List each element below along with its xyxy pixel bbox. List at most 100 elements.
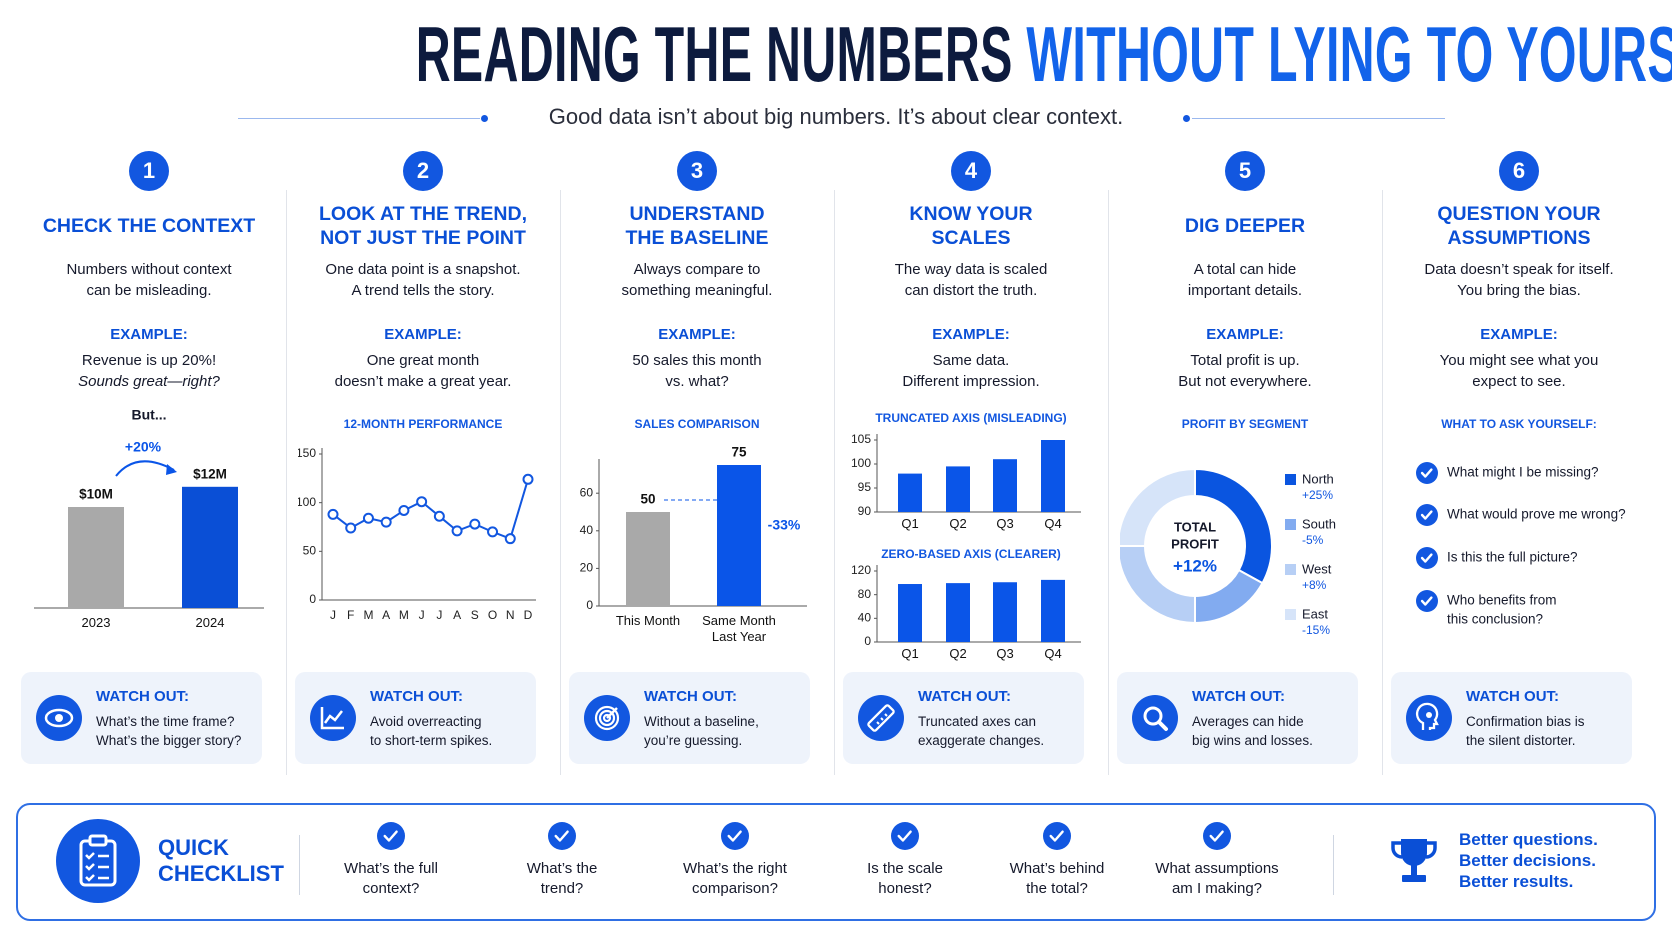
watch-icon xyxy=(1132,695,1178,741)
check-mark xyxy=(1420,468,1433,478)
example-line: 50 sales this month xyxy=(632,352,762,369)
chart: SALES COMPARISON 0 20 40 60 50 This Month 75 Sam… xyxy=(580,417,807,644)
question: Is this the full picture? xyxy=(1447,550,1578,565)
column: 6 QUESTION YOUR ASSUMPTIONS Data doesn’t sp… xyxy=(1382,150,1656,770)
value-label: 50 xyxy=(640,492,655,507)
value-label: $10M xyxy=(79,487,113,502)
example-label: EXAMPLE: xyxy=(932,326,1010,343)
chart-title: 12-MONTH PERFORMANCE xyxy=(344,417,503,431)
checklist-item: What’s behind xyxy=(1009,860,1105,877)
divider xyxy=(299,835,300,895)
checklist-item: What assumptions xyxy=(1155,860,1279,877)
trend-line xyxy=(332,479,529,541)
check-mark xyxy=(1420,596,1433,606)
closing-line: Better results. xyxy=(1459,872,1574,891)
chart-title: WHAT TO ASK YOURSELF: xyxy=(1441,417,1597,431)
example: You might see what you expect to see. xyxy=(1382,350,1656,392)
example-line: doesn’t make a great year. xyxy=(334,373,512,390)
chart-area: PROFIT BY SEGMENT North +25% South -5% West +8… xyxy=(1116,394,1370,662)
point xyxy=(398,504,410,516)
x-tick-label: 2024 xyxy=(195,615,225,630)
legend-label: West xyxy=(1302,561,1332,576)
point xyxy=(522,473,534,485)
point xyxy=(416,496,428,508)
y-tick-label: 50 xyxy=(303,544,317,558)
decoration-dot xyxy=(481,115,488,122)
bar xyxy=(993,582,1017,642)
checklist-item: am I making? xyxy=(1171,880,1263,897)
checklist-item: What’s the right xyxy=(683,860,787,877)
point xyxy=(345,522,357,534)
x-tick-label: Q1 xyxy=(901,516,919,531)
y-tick-label: 90 xyxy=(858,504,872,518)
x-label-box: Q1 xyxy=(901,646,919,661)
subtitle: Good data isn’t about big numbers. It’s … xyxy=(548,104,1124,129)
watch-out-label: WATCH OUT: xyxy=(918,688,1012,705)
value-label: 75 xyxy=(731,445,747,460)
checklist-item: Is the scale xyxy=(867,860,943,877)
icon xyxy=(320,707,344,730)
description-line: One data point is a snapshot. xyxy=(325,261,521,278)
watch-out-text: the silent distorter. xyxy=(1466,733,1576,748)
icon-part xyxy=(1426,712,1432,718)
step-number: 6 xyxy=(1499,151,1539,191)
x-label-box: Q2 xyxy=(949,646,966,661)
chart-title: ZERO-BASED AXIS (CLEARER) xyxy=(881,547,1061,561)
icon-part xyxy=(606,707,618,719)
title-part: WITHOUT LYING TO YOURSELF xyxy=(1026,10,1672,98)
icon-circle xyxy=(1132,695,1178,741)
watch-out-box: WATCH OUT: What’s the time frame? What’s t… xyxy=(21,672,262,764)
watch-icon xyxy=(1406,695,1452,741)
example-line: One great month xyxy=(366,352,480,369)
watch-out-text: Without a baseline, xyxy=(644,714,759,729)
column: 3 UNDERSTAND THE BASELINE Always compare to… xyxy=(560,150,834,770)
x-label-box: 2024 xyxy=(195,615,225,630)
y-tick-label: 100 xyxy=(298,495,316,509)
arrow-head xyxy=(166,464,177,475)
watch-icon xyxy=(858,695,904,741)
x-tick-label: Q4 xyxy=(1044,646,1062,661)
example-label: EXAMPLE: xyxy=(110,326,188,343)
heading-line: KNOW YOUR xyxy=(909,203,1033,225)
question: this conclusion? xyxy=(1447,612,1543,627)
example-label: EXAMPLE: xyxy=(384,326,462,343)
watch-out-text: you’re guessing. xyxy=(644,733,743,748)
bar xyxy=(717,465,761,606)
value-label: $12M xyxy=(193,466,227,481)
step-number: 5 xyxy=(1225,151,1265,191)
x-tick-label: 2023 xyxy=(81,615,111,630)
column-heading: DIG DEEPER xyxy=(1108,200,1382,252)
step-number: 3 xyxy=(677,151,717,191)
icon-part xyxy=(320,707,344,730)
annotation-arrow xyxy=(115,460,175,477)
legend-change: -5% xyxy=(1302,533,1324,547)
legend-label: East xyxy=(1302,606,1328,621)
bar xyxy=(68,507,124,608)
bar xyxy=(1041,440,1065,512)
center-label: TOTAL xyxy=(1174,519,1216,534)
column-heading: CHECK THE CONTEXT xyxy=(12,200,286,252)
point xyxy=(469,518,481,530)
watch-out-box: WATCH OUT: Avoid overreacting to short-ter… xyxy=(295,672,536,764)
donut-segment xyxy=(1116,467,1196,547)
column-heading: LOOK AT THE TREND, NOT JUST THE POINT xyxy=(286,200,560,252)
description-line: something meaningful. xyxy=(621,282,773,299)
watch-out-text: exaggerate changes. xyxy=(918,733,1045,748)
bar xyxy=(993,459,1017,512)
description-line: can distort the truth. xyxy=(904,282,1038,299)
x-label-box: Q4 xyxy=(1044,516,1061,531)
watch-out-label: WATCH OUT: xyxy=(96,688,190,705)
example-line: You might see what you xyxy=(1439,352,1599,369)
x-tick-label: M xyxy=(399,608,409,622)
description-line: You bring the bias. xyxy=(1457,282,1581,299)
check-mark xyxy=(1420,553,1433,563)
icon-part xyxy=(602,713,612,723)
description: A total can hide important details. xyxy=(1108,259,1382,301)
x-tick-label: D xyxy=(524,608,533,622)
chart: But... $10M 2023 $12M 2024 +20% xyxy=(34,407,264,630)
x-tick-label: J xyxy=(436,608,442,622)
title-part: READING THE NUMBERS xyxy=(415,10,1013,98)
icon-part xyxy=(598,709,616,727)
watch-icon xyxy=(36,695,82,741)
x-tick-label: Q1 xyxy=(901,646,919,661)
